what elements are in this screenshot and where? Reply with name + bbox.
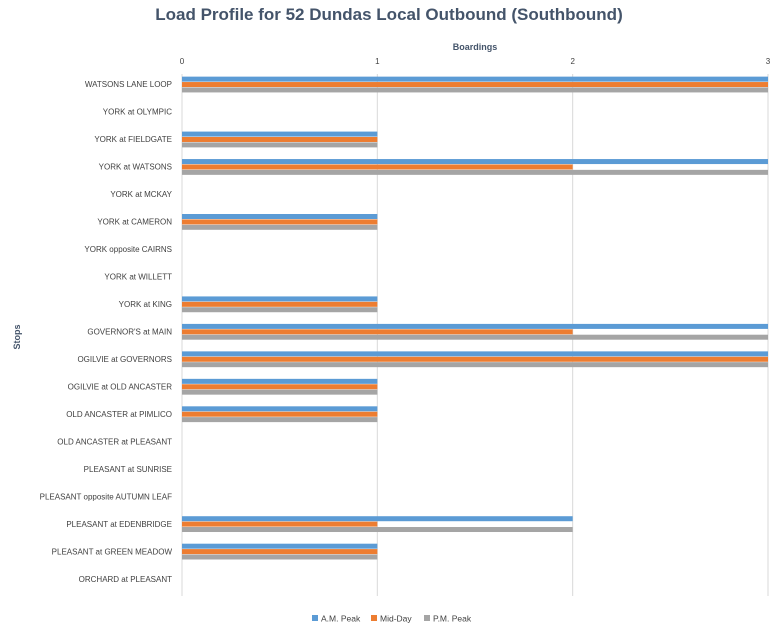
bar xyxy=(182,219,378,225)
bar xyxy=(182,224,378,230)
bar xyxy=(182,82,768,88)
bar xyxy=(182,334,768,340)
category-label: YORK at CAMERON xyxy=(97,218,172,227)
legend-swatch xyxy=(371,615,377,621)
bar xyxy=(182,159,768,165)
bar xyxy=(182,521,378,527)
category-label: PLEASANT at EDENBRIDGE xyxy=(66,520,172,529)
bar xyxy=(182,164,573,170)
bar xyxy=(182,169,768,175)
bar xyxy=(182,554,378,560)
category-label: OLD ANCASTER at PIMLICO xyxy=(66,410,172,419)
bar xyxy=(182,296,378,302)
bar xyxy=(182,389,378,395)
bar xyxy=(182,516,573,522)
bar xyxy=(182,351,768,357)
category-label: PLEASANT at GREEN MEADOW xyxy=(52,547,173,556)
bar xyxy=(182,411,378,417)
bar xyxy=(182,406,378,412)
category-label: OGILVIE at GOVERNORS xyxy=(77,355,172,364)
category-label: YORK at KING xyxy=(119,300,172,309)
category-label: YORK at OLYMPIC xyxy=(103,108,172,117)
x-tick-label: 2 xyxy=(570,57,575,66)
bar xyxy=(182,301,378,307)
category-label: ORCHARD at PLEASANT xyxy=(79,575,172,584)
bar xyxy=(182,214,378,220)
bar xyxy=(182,142,378,148)
bar xyxy=(182,362,768,368)
bar xyxy=(182,307,378,313)
category-label: YORK at WILLETT xyxy=(104,273,172,282)
bar xyxy=(182,87,768,93)
bar xyxy=(182,417,378,423)
bar xyxy=(182,527,573,533)
category-label: OLD ANCASTER at PLEASANT xyxy=(57,437,172,446)
legend-label: A.M. Peak xyxy=(321,614,361,624)
category-label: OGILVIE at OLD ANCASTER xyxy=(68,382,173,391)
x-tick-label: 0 xyxy=(180,57,185,66)
y-axis-title: Stops xyxy=(12,324,22,349)
category-label: YORK opposite CAIRNS xyxy=(84,245,172,254)
category-label: PLEASANT opposite AUTUMN LEAF xyxy=(40,492,172,501)
x-tick-label: 3 xyxy=(766,57,771,66)
chart-title: Load Profile for 52 Dundas Local Outboun… xyxy=(155,5,622,24)
category-labels: WATSONS LANE LOOP YORK at OLYMPIC YORK at … xyxy=(40,80,173,584)
legend-swatch xyxy=(424,615,430,621)
bar xyxy=(182,543,378,549)
bar xyxy=(182,131,378,137)
category-label: YORK at MCKAY xyxy=(110,190,172,199)
bar xyxy=(182,136,378,142)
category-label: YORK at FIELDGATE xyxy=(94,135,172,144)
legend-swatch xyxy=(312,615,318,621)
bars xyxy=(182,76,768,560)
bar xyxy=(182,356,768,362)
x-tick-labels: 0 1 2 3 xyxy=(180,57,771,66)
bar xyxy=(182,384,378,390)
bar xyxy=(182,378,378,384)
legend-label: Mid-Day xyxy=(380,614,412,624)
category-label: GOVERNOR'S at MAIN xyxy=(87,328,172,337)
category-label: PLEASANT at SUNRISE xyxy=(84,465,172,474)
bar xyxy=(182,323,768,329)
bar xyxy=(182,76,768,82)
x-axis-title: Boardings xyxy=(453,42,498,52)
category-label: WATSONS LANE LOOP xyxy=(85,80,172,89)
legend-label: P.M. Peak xyxy=(433,614,472,624)
category-label: YORK at WATSONS xyxy=(99,163,172,172)
legend: A.M. Peak Mid-Day P.M. Peak xyxy=(312,614,472,624)
x-tick-label: 1 xyxy=(375,57,380,66)
bar xyxy=(182,549,378,555)
bar xyxy=(182,329,573,335)
